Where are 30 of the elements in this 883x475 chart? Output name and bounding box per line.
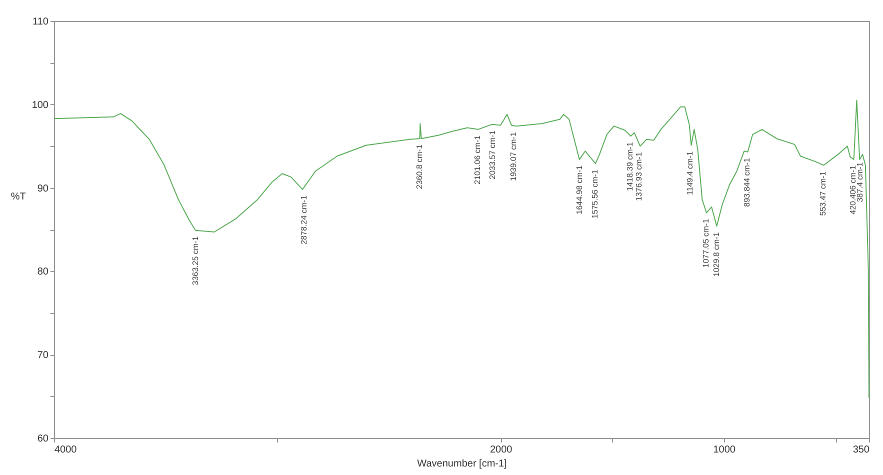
annotation: 3363.25 cm-1	[191, 236, 200, 286]
y-tick-label: 100	[32, 100, 49, 111]
annotation: 2101.06 cm-1	[473, 134, 482, 184]
x-tick-label: 350	[852, 444, 870, 456]
y-tick-label: 110	[32, 16, 49, 28]
x-axis-title: Wavenumber [cm-1]	[417, 458, 508, 470]
annotation: 1939.07 cm-1	[509, 132, 518, 182]
annotation: 2360.8 cm-1	[415, 144, 424, 190]
annotation: 1376.93 cm-1	[634, 152, 644, 202]
annotation: 387.4 cm-1	[856, 162, 865, 202]
annotation: 2033.57 cm-1	[488, 130, 498, 180]
annotation: 1575.56 cm-1	[590, 169, 600, 219]
annotation: 1029.8 cm-1	[712, 232, 722, 277]
annotation: 893.844 cm-1	[742, 157, 752, 207]
annotation: 2878.24 cm-1	[299, 194, 308, 244]
annotation: 1418.39 cm-1	[625, 142, 634, 192]
annotation: 420.406 cm-1	[848, 164, 858, 214]
x-tick-label: 4000	[54, 444, 78, 456]
annotation: 1149.4 cm-1	[686, 150, 695, 196]
y-tick-label: 90	[37, 183, 49, 194]
annotation: 553.47 cm-1	[818, 170, 828, 216]
line-series	[54, 100, 870, 398]
x-tick-label: 2000	[490, 444, 513, 456]
annotation: 1644.98 cm-1	[574, 164, 584, 214]
y-tick-label: 70	[37, 350, 49, 362]
x-tick-label: 1000	[713, 444, 736, 456]
y-axis-title: %T	[10, 192, 26, 202]
annotation: 1077.05 cm-1	[702, 218, 711, 268]
y-tick-label: 80	[37, 266, 49, 278]
y-tick-label: 60	[37, 434, 49, 444]
